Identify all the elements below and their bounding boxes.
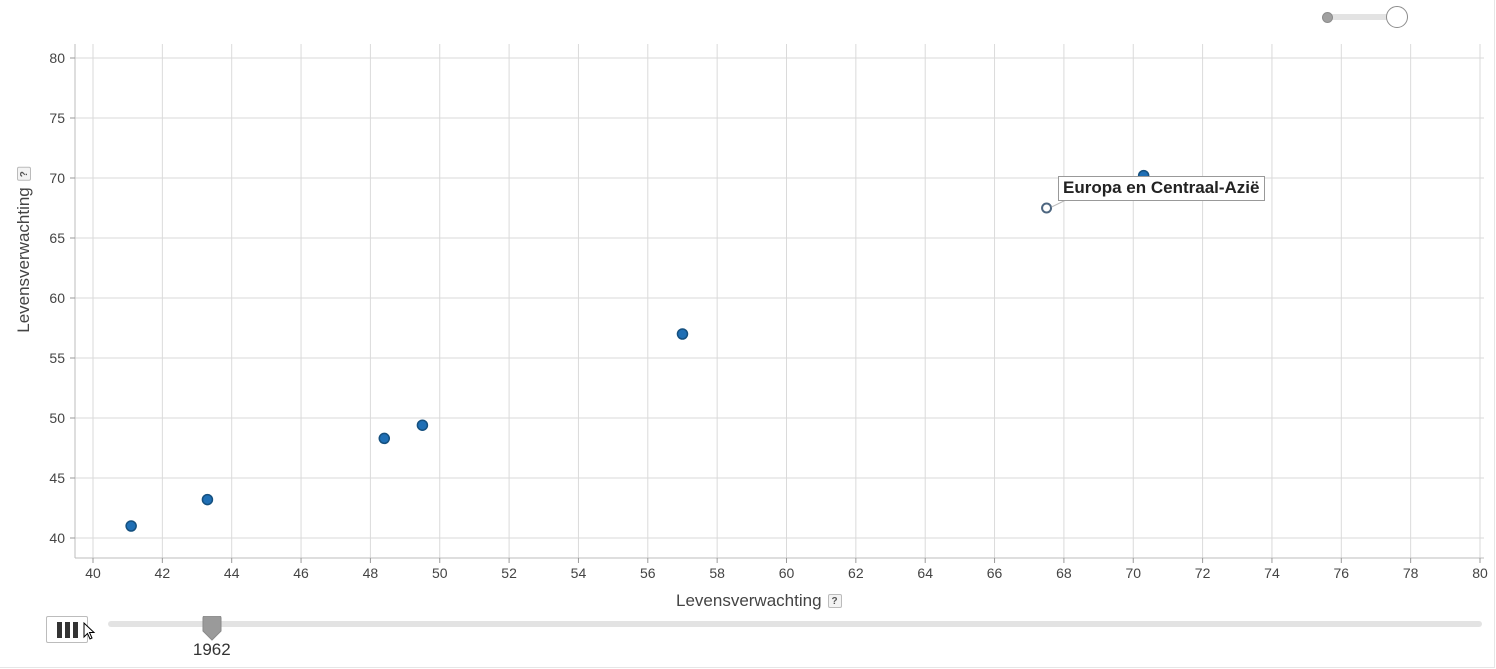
x-tick-label: 44 [224,565,240,581]
x-axis-label[interactable]: Levensverwachting [676,591,822,610]
y-tick-label: 55 [49,350,65,366]
highlighted-data-point [1041,202,1053,214]
y-tick-label: 50 [49,410,65,426]
data-point [201,493,214,506]
x-tick-label: 60 [779,565,795,581]
pause-icon [56,621,62,638]
x-tick-label: 50 [432,565,448,581]
data-point [416,419,429,431]
x-tick-label: 80 [1472,565,1488,581]
time-slider[interactable]: 1962 [108,616,1482,659]
x-tick-label: 68 [1056,565,1072,581]
y-tick-label: 40 [49,530,65,546]
pause-icon-bar [64,621,70,638]
y-tick-label: 45 [49,470,65,486]
x-axis-ticks: 40 42 44 46 48 50 52 54 56 58 60 62 64 66 68 70 72 74 76 78… [85,558,1488,581]
x-axis-title: Levensverwachting ? [676,591,842,611]
x-tick-label: 52 [501,565,517,581]
x-tick-label: 70 [1125,565,1141,581]
time-slider-track[interactable] [108,621,1482,627]
time-label: 1962 [192,640,231,659]
x-tick-label: 66 [987,565,1003,581]
y-axis-help-icon[interactable]: ? [17,167,31,182]
pause-button[interactable] [46,616,88,643]
y-tick-label: 70 [49,170,65,186]
x-axis-help-icon[interactable]: ? [827,594,842,608]
y-tick-label: 80 [49,50,65,66]
size-slider-min-handle[interactable] [1322,12,1333,23]
x-tick-label: 58 [709,565,725,581]
mouse-cursor-icon [83,622,96,640]
y-axis-title: Levensverwachting ? [14,167,34,333]
x-tick-label: 48 [363,565,379,581]
tooltip: Europa en Centraal-Azië [1058,176,1265,201]
time-slider-handle[interactable] [201,616,223,642]
size-slider-max-handle[interactable] [1386,6,1408,28]
data-points [125,169,1150,532]
x-tick-label: 56 [640,565,656,581]
data-point [125,520,137,532]
data-point [676,328,689,340]
x-tick-label: 76 [1334,565,1350,581]
x-tick-label: 46 [293,565,309,581]
y-tick-label: 60 [49,290,65,306]
pause-icon-bar [72,621,78,638]
x-tick-label: 78 [1403,565,1419,581]
grid [75,44,1484,558]
x-tick-label: 64 [917,565,933,581]
x-tick-label: 42 [155,565,171,581]
x-tick-label: 62 [848,565,864,581]
x-tick-label: 54 [571,565,587,581]
y-tick-label: 65 [49,230,65,246]
bubble-size-slider[interactable] [1320,6,1420,28]
y-axis-ticks: 40 45 50 55 60 65 70 75 80 [49,50,75,546]
x-tick-label: 74 [1264,565,1280,581]
data-point [378,432,391,445]
x-tick-label: 40 [85,565,101,581]
size-slider-track[interactable] [1324,14,1408,20]
y-tick-label: 75 [49,110,65,126]
axes [74,44,1484,559]
y-axis-label[interactable]: Levensverwachting [14,187,33,333]
x-tick-label: 72 [1195,565,1211,581]
